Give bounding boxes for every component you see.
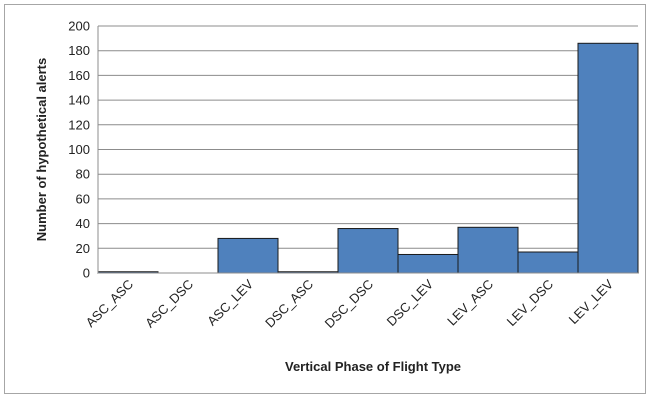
x-tick-label: DSC_ASC [262, 277, 316, 331]
y-tick-label: 0 [83, 266, 90, 281]
y-axis-title: Number of hypothetical alerts [34, 58, 49, 241]
x-tick-label: LEV_LEV [566, 276, 617, 327]
x-tick-label: ASC_LEV [204, 276, 256, 328]
y-tick-label: 180 [68, 43, 90, 58]
y-tick-label: 100 [68, 142, 90, 157]
gridlines [98, 25, 638, 249]
bar-asc-lev [217, 237, 279, 274]
y-tick-label: 20 [76, 241, 90, 256]
x-tick-label: LEV_DSC [504, 277, 557, 330]
y-tick-label: 140 [68, 93, 90, 108]
x-tick-label: ASC_ASC [83, 277, 137, 331]
x-tick-label: ASC_DSC [142, 277, 196, 331]
bar-dsc-lev [397, 253, 459, 274]
y-tick-label: 120 [68, 117, 90, 132]
bar-dsc-dsc [337, 228, 399, 274]
y-tick-label: 60 [76, 191, 90, 206]
y-tick-label: 160 [68, 68, 90, 83]
bar-lev-dsc [517, 251, 579, 274]
x-tick-label: DSC_DSC [322, 277, 377, 332]
x-axis-title: Vertical Phase of Flight Type [285, 359, 461, 374]
bar-lev-asc [457, 226, 519, 274]
bars [97, 42, 639, 274]
x-tick-label: DSC_LEV [384, 276, 437, 329]
y-tick-label: 80 [76, 167, 90, 182]
y-tick-label: 200 [68, 19, 90, 34]
x-tick-label: LEV_ASC [444, 277, 496, 329]
x-tick-labels: ASC_ASC ASC_DSC ASC_LEV DSC_ASC DSC_DSC DSC_L… [83, 276, 617, 331]
bar-lev-lev [577, 42, 639, 274]
y-tick-label: 40 [76, 216, 90, 231]
y-tick-labels: 0 20 40 60 80 100 120 140 160 180 200 [68, 19, 90, 281]
